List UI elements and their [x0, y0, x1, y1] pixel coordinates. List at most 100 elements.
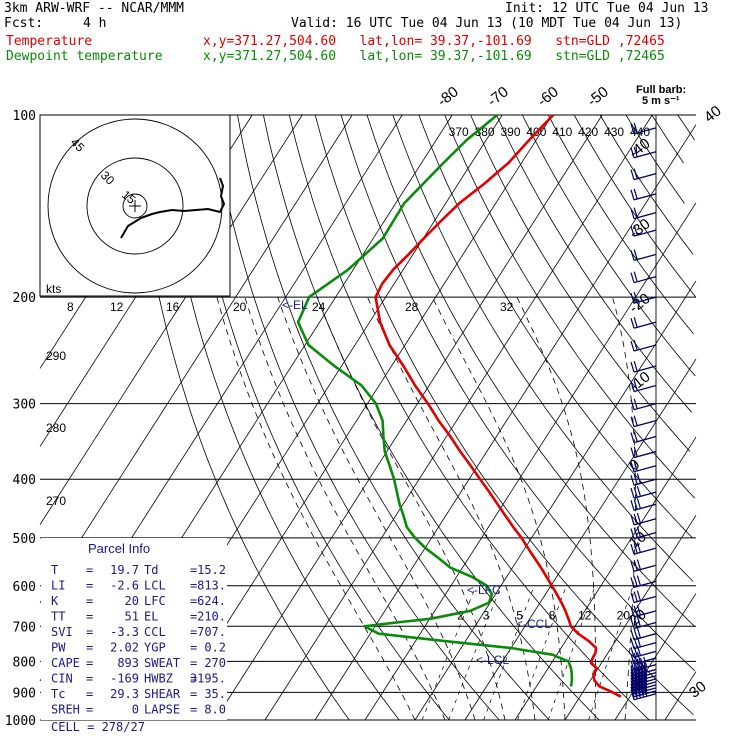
wind-barb: [630, 656, 657, 672]
wind-barb-flag: [633, 499, 638, 510]
parcel-value: 3195.: [190, 672, 226, 686]
parcel-key: CAPE: [51, 656, 80, 670]
parcel-key: LFC: [144, 594, 166, 608]
wind-barb-shaft: [633, 693, 657, 701]
wind-barb-shaft: [633, 657, 657, 665]
wind-barb: [630, 292, 657, 304]
wind-barb-flag: [630, 544, 635, 555]
parcel-key: LAPSE: [144, 703, 180, 717]
dry-adiabat: [237, 114, 550, 721]
parcel-value: 624.: [197, 594, 226, 608]
isotherm: [664, 671, 697, 721]
parcel-eq: =: [86, 579, 93, 593]
parcel-key: SWEAT: [144, 656, 180, 670]
valid-time: Valid: 16 UTC Tue 04 Jun 13 (10 MDT Tue …: [291, 16, 683, 31]
hodograph-units: kts: [46, 282, 61, 296]
wind-barb-flag: [636, 559, 641, 570]
mixing-ratio-line: [547, 585, 596, 721]
wind-barb-flag: [630, 606, 635, 617]
moist-adiabat: [317, 296, 506, 721]
wind-barb-shaft: [633, 365, 657, 373]
wind-barb-flag: [633, 605, 638, 617]
wind-barb-flag: [630, 592, 635, 603]
wind-barb-shaft: [633, 684, 657, 692]
wind-barb: [630, 590, 657, 604]
wind-barb-flag: [633, 576, 638, 587]
marker-lfc: <-LFC: [467, 583, 501, 597]
wind-barb-flag: [633, 513, 638, 525]
wind-barb-shaft: [633, 650, 657, 658]
wind-barb-shaft: [633, 173, 657, 181]
mixing-ratio-label: 20: [617, 609, 631, 623]
wind-barb-flag: [630, 514, 635, 525]
parcel-value: 0.2: [204, 641, 226, 655]
wind-barb-flag: [630, 461, 635, 472]
wind-barb-shaft: [633, 531, 657, 540]
wind-barb-flag: [630, 528, 635, 539]
parcel-value: 51: [125, 610, 139, 624]
mixing-ratio-label: 2: [457, 609, 464, 623]
parcel-value: 210.: [197, 610, 226, 624]
wind-barb: [630, 249, 657, 262]
wind-barb: [630, 652, 657, 665]
wind-barb-shaft: [633, 419, 657, 428]
isotherm: [464, 358, 697, 721]
parcel-value: 8.0: [204, 703, 226, 717]
temperature-tick-label: 16: [166, 300, 180, 314]
wind-barb-flag: [630, 671, 635, 682]
pressure-label: 700: [13, 620, 36, 635]
wind-barb-flag: [636, 627, 641, 639]
wind-barb-flag: [633, 628, 638, 639]
theta-label: 390: [500, 125, 520, 139]
wind-barb-flag: [633, 659, 638, 670]
wind-barb-shaft: [633, 580, 657, 588]
wind-barb-flag: [633, 670, 638, 682]
isotherm: [164, 114, 553, 721]
isotherm-label: 40: [701, 102, 725, 126]
isotherm-label: -60: [534, 83, 562, 110]
wind-barb-flag: [633, 207, 638, 218]
parcel-value: 19.7: [110, 563, 139, 577]
wind-barb: [630, 431, 657, 444]
wind-barb-flag: [633, 360, 638, 372]
wind-barb-shaft: [633, 296, 657, 304]
temperature-tick-label: 24: [312, 300, 326, 314]
parcel-info-background: [41, 538, 227, 720]
isotherm-label: -70: [484, 83, 512, 110]
wind-barb-flag: [630, 647, 635, 658]
wind-barb-flag: [630, 689, 635, 700]
wind-barb-shaft: [633, 671, 657, 680]
wind-barb-flag: [630, 638, 635, 649]
isotherm-label: 30: [686, 678, 710, 702]
wind-barb-flag: [630, 561, 635, 572]
wind-barb-flag: [633, 527, 638, 538]
wind-barb-flag: [630, 123, 635, 134]
wind-barb-flag: [630, 317, 635, 329]
wind-barb-flag: [636, 658, 641, 670]
isotherm: [564, 515, 697, 721]
wind-barb-shaft: [633, 127, 657, 135]
wind-barb-shaft: [633, 491, 657, 499]
wind-barb: [630, 616, 657, 630]
isotherm-label: -40: [626, 135, 654, 162]
wind-barb-shaft: [633, 642, 657, 650]
wind-barb-shaft: [633, 403, 657, 411]
wind-barb-flag: [633, 617, 638, 628]
wind-barb: [630, 398, 657, 411]
wind-barb: [630, 486, 657, 499]
wind-barb-flag: [643, 656, 648, 668]
parcel-value: 35.: [204, 687, 226, 701]
wind-barb-flag: [643, 667, 648, 679]
parcel-key: SVI: [51, 625, 73, 639]
dry-adiabat: [133, 114, 350, 721]
parcel-eq: =: [86, 703, 93, 717]
wind-barb-flag: [636, 473, 641, 484]
wind-barb-flag: [630, 660, 635, 671]
wind-barb-shaft: [633, 595, 657, 604]
isotherm: [414, 280, 697, 721]
wind-barb-shaft: [633, 253, 657, 262]
hodograph-ring: [122, 193, 148, 219]
theta-label: 420: [578, 125, 598, 139]
parcel-key: YGP: [144, 641, 166, 655]
parcel-eq: =: [86, 672, 93, 686]
